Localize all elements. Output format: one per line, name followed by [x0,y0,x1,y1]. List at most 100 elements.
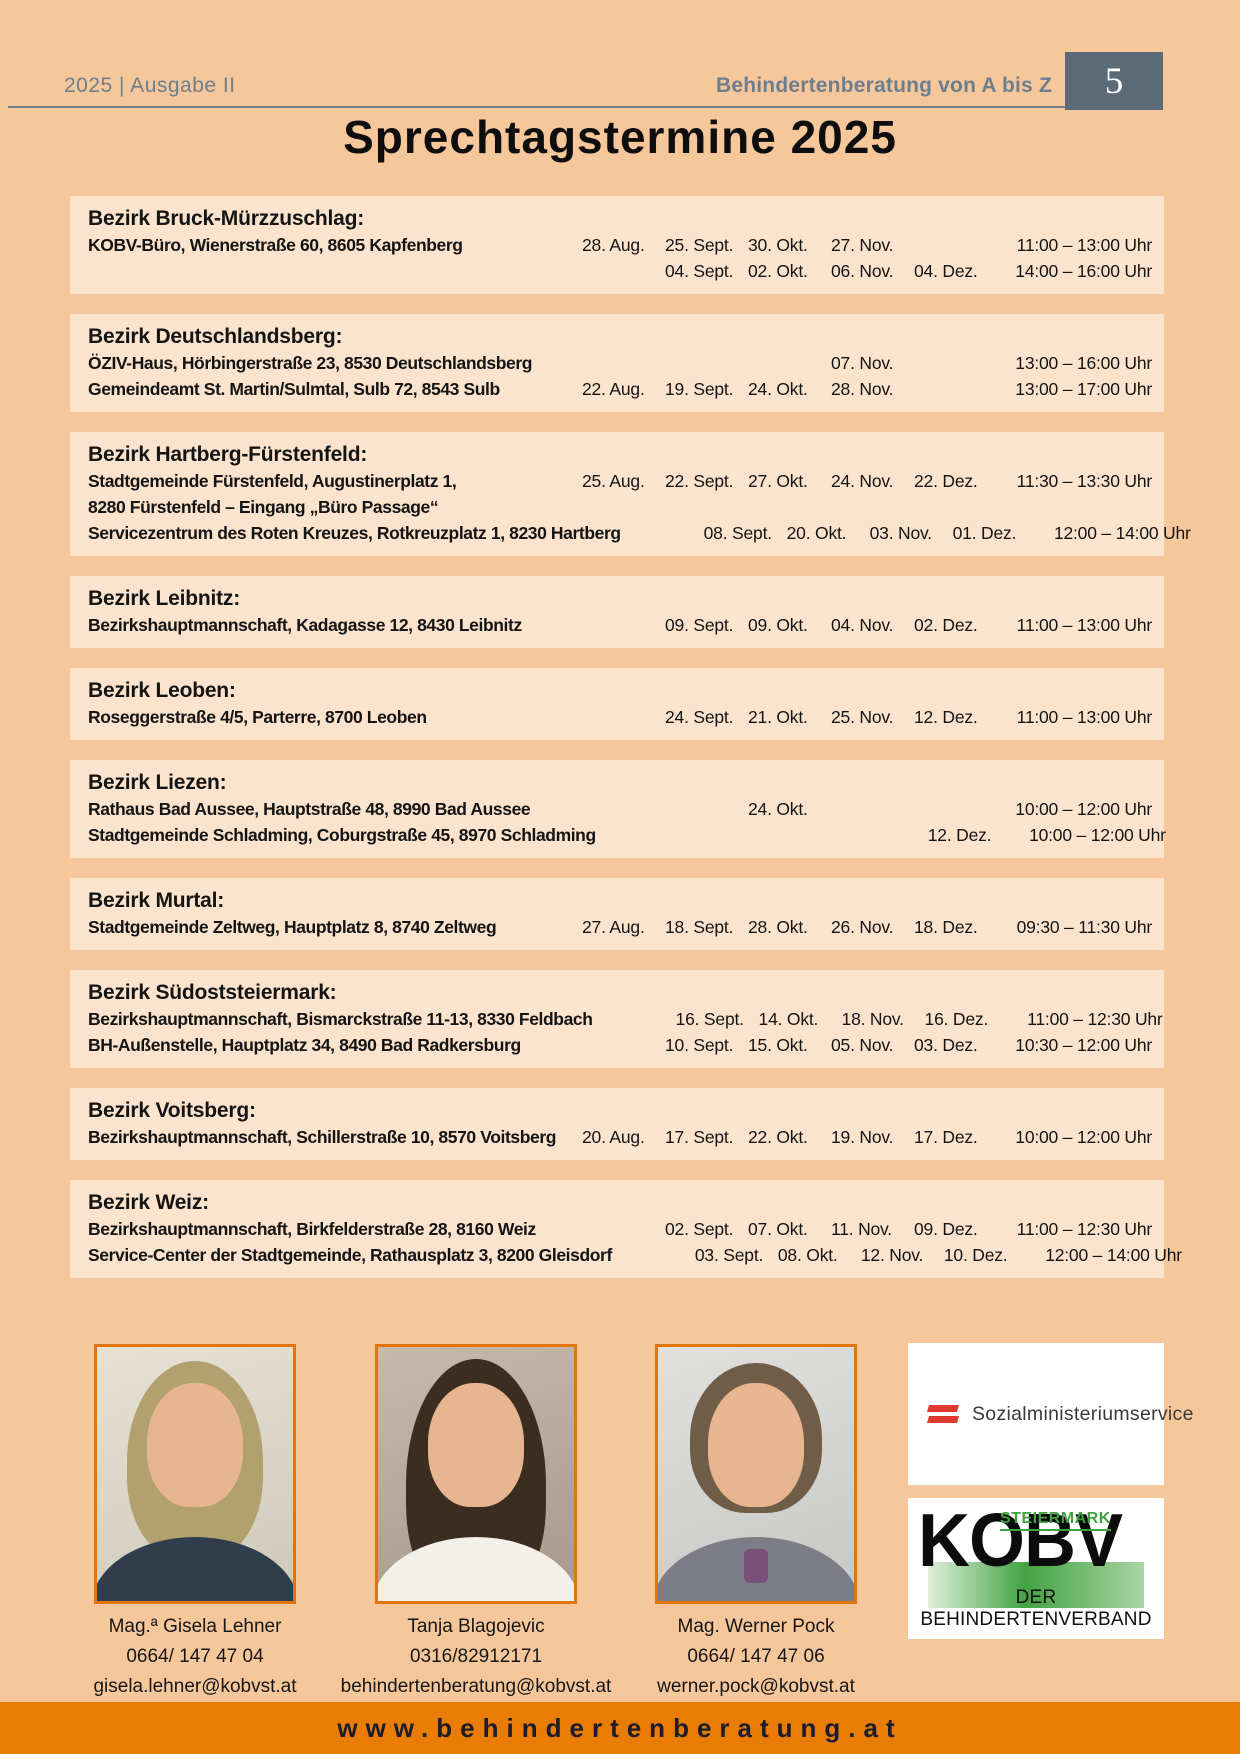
date-cell [621,520,704,546]
date-cell [596,822,679,848]
section-title: Bezirk Murtal: [88,889,225,912]
kobv-acronym: KOBV [918,1499,1123,1583]
location: BH-Außenstelle, Hauptplatz 34, 8490 Bad … [88,1035,521,1055]
schedule-row: Servicezentrum des Roten Kreuzes, Rotkre… [80,520,1191,546]
date-cell: 18. Sept. [665,917,734,937]
date-cell: 12. Nov. [860,1245,924,1265]
date-cell [831,796,914,822]
date-cell [582,494,665,520]
schedule-row: ÖZIV-Haus, Hörbingerstraße 23, 8530 Deut… [80,350,1152,376]
date-cell: 10. Sept. [665,1035,734,1055]
section-murtal: Bezirk Murtal: Stadtgemeinde Zeltweg, Ha… [70,878,1164,950]
date-cell [831,494,914,520]
date-cell: 04. Nov. [831,615,894,635]
time-cell: 09:30 – 11:30 Uhr [1016,917,1153,937]
schedule-row: BH-Außenstelle, Hauptplatz 34, 8490 Bad … [80,1032,1152,1058]
date-cell: 20. Aug. [582,1127,645,1147]
date-cell: 02. Dez. [914,615,978,635]
date-cell: 22. Aug. [582,379,645,399]
contact-werner-pock: Mag. Werner Pock 0664/ 147 47 06 werner.… [606,1612,906,1702]
header-rule [8,106,1163,108]
date-cell: 06. Nov. [831,261,894,281]
schedule-row: Stadtgemeinde Zeltweg, Hauptplatz 8, 874… [80,914,1152,940]
section-weiz: Bezirk Weiz: Bezirkshauptmannschaft, Bir… [70,1180,1182,1278]
date-cell: 24. Okt. [748,799,808,819]
location: Service-Center der Stadtgemeinde, Rathau… [88,1245,612,1265]
contact-name: Tanja Blagojevic [407,1616,545,1637]
contact-email[interactable]: gisela.lehner@kobvst.at [93,1676,297,1697]
date-cell: 28. Okt. [748,917,808,937]
date-cell [762,822,845,848]
contact-email[interactable]: behindertenberatung@kobvst.at [340,1676,612,1697]
date-cell: 19. Sept. [665,379,734,399]
date-cell: 12. Dez. [927,825,992,845]
time-cell: 10:00 – 12:00 Uhr [1015,1127,1152,1147]
section-title: Bezirk Bruck-Mürzzuschlag: [88,207,365,230]
time-cell [1009,494,1152,520]
location: 8280 Fürstenfeld – Eingang „Büro Passage… [88,497,439,517]
contact-phone: 0664/ 147 47 06 [687,1646,825,1667]
section-liezen: Bezirk Liezen: Rathaus Bad Aussee, Haupt… [70,760,1166,858]
kobv-region-label: STEIERMARK [1000,1510,1111,1531]
location: Bezirkshauptmannschaft, Bismarckstraße 1… [88,1009,593,1029]
date-cell [665,494,748,520]
date-cell: 08. Sept. [703,523,772,543]
date-cell: 09. Sept. [665,615,734,635]
schedule-row: Stadtgemeinde Schladming, Coburgstraße 4… [80,822,1166,848]
portrait-face [708,1383,804,1507]
date-cell: 24. Sept. [665,707,734,727]
date-cell: 24. Nov. [831,471,894,491]
date-cell: 04. Sept. [665,261,734,281]
date-cell: 11. Nov. [831,1219,892,1239]
time-cell: 11:00 – 12:30 Uhr [1016,1219,1153,1239]
sozialministeriumservice-label: Sozialministeriumservice [972,1402,1194,1425]
date-cell [582,612,665,638]
section-bruck-muerzzuschlag: Bezirk Bruck-Mürzzuschlag: KOBV-Büro, Wi… [70,196,1164,294]
date-cell: 01. Dez. [952,523,1017,543]
photo-werner-pock [655,1344,857,1604]
section-leibnitz: Bezirk Leibnitz: Bezirkshauptmannschaft,… [70,576,1164,648]
section-deutschlandsberg: Bezirk Deutschlandsberg: ÖZIV-Haus, Hörb… [70,314,1164,412]
contact-email[interactable]: werner.pock@kobvst.at [657,1676,855,1697]
date-cell: 18. Dez. [914,917,978,937]
date-cell: 02. Okt. [748,261,808,281]
schedule-row: Rathaus Bad Aussee, Hauptstraße 48, 8990… [80,796,1152,822]
time-cell: 11:00 – 12:30 Uhr [1027,1009,1163,1029]
date-cell: 25. Sept. [665,235,734,255]
date-cell: 22. Okt. [748,1127,808,1147]
date-cell [665,796,748,822]
location: Bezirkshauptmannschaft, Kadagasse 12, 84… [88,615,522,635]
date-cell: 02. Sept. [665,1219,734,1239]
time-cell: 10:00 – 12:00 Uhr [1029,825,1166,845]
schedule-row: Bezirkshauptmannschaft, Schillerstraße 1… [80,1124,1152,1150]
issue-label: 2025 | Ausgabe II [64,74,236,97]
contact-name: Mag. Werner Pock [677,1616,835,1637]
section-voitsberg: Bezirk Voitsberg: Bezirkshauptmannschaft… [70,1088,1164,1160]
date-cell: 25. Aug. [582,471,645,491]
contact-name: Mag.ª Gisela Lehner [108,1616,282,1637]
date-cell [582,796,665,822]
portrait-face [428,1383,524,1507]
date-cell: 07. Nov. [831,353,894,373]
date-cell: 03. Sept. [694,1245,764,1265]
schedule-row: Bezirkshauptmannschaft, Birkfelderstraße… [80,1216,1152,1242]
contact-phone: 0664/ 147 47 04 [126,1646,264,1667]
location: ÖZIV-Haus, Hörbingerstraße 23, 8530 Deut… [88,353,533,373]
portrait-shoulders [97,1537,293,1601]
photo-gisela-lehner [94,1344,296,1604]
date-cell: 30. Okt. [748,235,808,255]
website-link[interactable]: www.behindertenberatung.at [337,1712,903,1743]
schedule-row: Stadtgemeinde Fürstenfeld, Augustinerpla… [80,468,1152,494]
austrian-flag-icon [926,1403,960,1425]
date-cell [748,350,831,376]
date-cell [593,1006,676,1032]
portrait-shoulders [378,1537,574,1601]
date-cell [582,350,665,376]
date-cell: 09. Dez. [914,1219,978,1239]
time-cell: 10:30 – 12:00 Uhr [1015,1035,1152,1055]
schedule-row: Bezirkshauptmannschaft, Bismarckstraße 1… [80,1006,1163,1032]
page-number-badge: 5 [1065,52,1163,110]
date-cell [914,796,1009,822]
date-cell: 27. Nov. [831,235,894,255]
